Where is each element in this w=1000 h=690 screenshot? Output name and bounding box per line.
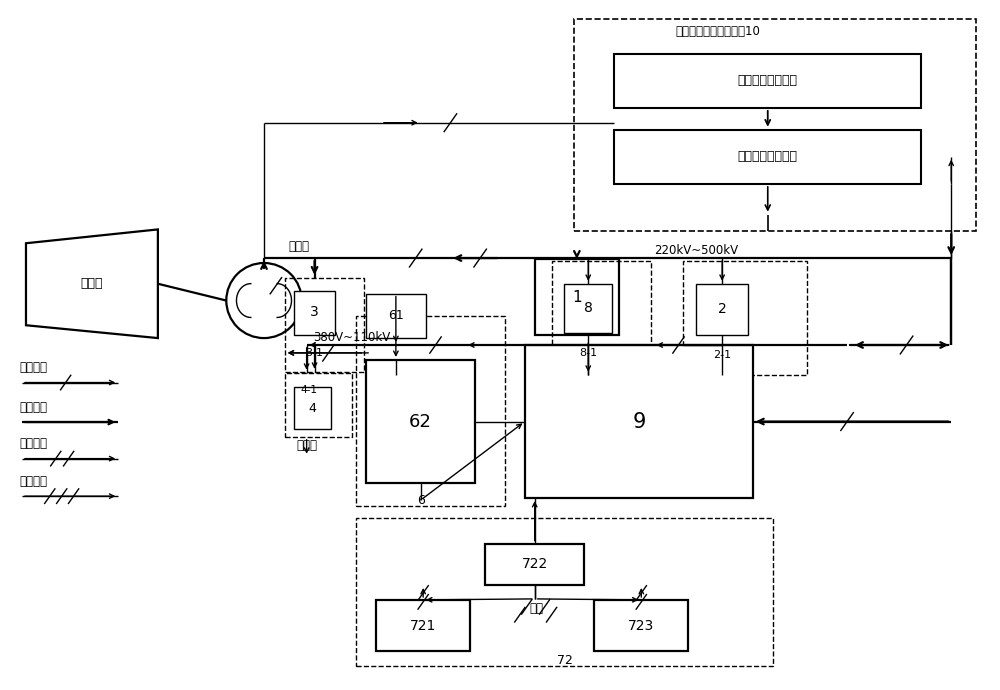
Text: 723: 723 xyxy=(628,618,654,633)
Text: 380V~110kV: 380V~110kV xyxy=(314,331,391,344)
Bar xyxy=(614,54,921,108)
Bar xyxy=(356,518,773,666)
Text: 汽轮机: 汽轮机 xyxy=(80,277,103,290)
Text: 控制线路: 控制线路 xyxy=(19,362,47,374)
Bar xyxy=(574,19,976,231)
Text: 氢油: 氢油 xyxy=(530,602,544,615)
Text: 厂用电: 厂用电 xyxy=(296,440,317,452)
Text: 220kV~500kV: 220kV~500kV xyxy=(654,244,738,257)
Text: 3: 3 xyxy=(310,306,319,319)
Text: 61: 61 xyxy=(388,309,404,322)
Bar xyxy=(485,544,584,585)
Bar xyxy=(564,284,612,333)
Bar xyxy=(376,600,470,651)
Text: 8-1: 8-1 xyxy=(579,348,597,358)
Text: 氢气管路: 氢气管路 xyxy=(19,437,47,451)
Text: 1: 1 xyxy=(572,290,582,304)
Bar xyxy=(552,261,651,375)
Bar xyxy=(696,284,748,335)
Text: 62: 62 xyxy=(409,413,432,431)
Bar xyxy=(285,278,364,372)
Text: 电力线路: 电力线路 xyxy=(19,401,47,414)
Text: 4: 4 xyxy=(309,402,317,415)
Bar xyxy=(535,259,619,335)
Text: 电网电力调度中心: 电网电力调度中心 xyxy=(738,75,798,87)
Text: 6: 6 xyxy=(417,493,425,506)
Text: 氢油管路: 氢油管路 xyxy=(19,475,47,488)
Bar xyxy=(294,290,335,335)
Text: 4-1: 4-1 xyxy=(301,386,318,395)
Bar xyxy=(594,600,688,651)
Text: 发电机: 发电机 xyxy=(288,239,309,253)
Text: 电网调峰调频控制模块10: 电网调峰调频控制模块10 xyxy=(676,26,761,39)
Text: 8: 8 xyxy=(584,302,593,315)
Bar xyxy=(366,294,426,338)
Text: 722: 722 xyxy=(522,558,548,571)
Text: 9: 9 xyxy=(632,411,646,431)
Bar xyxy=(356,316,505,506)
Text: 2: 2 xyxy=(718,302,727,317)
Bar xyxy=(683,261,807,375)
Text: 721: 721 xyxy=(410,618,436,633)
Bar xyxy=(614,130,921,184)
Text: 3-1: 3-1 xyxy=(306,348,324,358)
Text: 72: 72 xyxy=(557,653,572,667)
Bar xyxy=(285,373,352,437)
Bar xyxy=(294,388,331,429)
Bar xyxy=(366,359,475,483)
Text: 2-1: 2-1 xyxy=(713,350,731,360)
Bar xyxy=(525,345,753,498)
Text: 电厂集中控制系统: 电厂集中控制系统 xyxy=(738,150,798,164)
